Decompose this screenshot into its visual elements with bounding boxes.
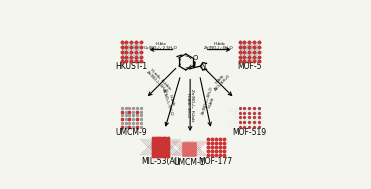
Text: HKUST-1: HKUST-1 (115, 62, 147, 71)
Text: N: N (201, 63, 206, 69)
Text: MOF-177: MOF-177 (198, 157, 233, 166)
Text: Zn(NO₃)₂, H₂bdc
H₄btb, 4H₂O: Zn(NO₃)₂, H₂bdc H₄btb, 4H₂O (186, 88, 194, 121)
Text: H₂bdc
Al(NO₃)₃·9H₂O: H₂bdc Al(NO₃)₃·9H₂O (161, 86, 178, 116)
Text: H₂btc
Cu(NO₃)₂·2.5H₂O: H₂btc Cu(NO₃)₂·2.5H₂O (144, 42, 178, 50)
Text: MOF-519: MOF-519 (232, 128, 266, 137)
Text: MIL-53(Al): MIL-53(Al) (141, 157, 180, 166)
Text: H₄btb
AlCl₃·6H₂O: H₄btb AlCl₃·6H₂O (211, 70, 232, 91)
Text: MOF-5: MOF-5 (237, 62, 261, 71)
Text: H₂ndc, H₃bbtc
Zn(NO₃)₂·4H₂O: H₂ndc, H₃bbtc Zn(NO₃)₂·4H₂O (145, 67, 172, 94)
Text: O: O (193, 55, 198, 61)
Text: UMCM-9: UMCM-9 (115, 128, 147, 137)
Text: UMCM-1: UMCM-1 (174, 158, 205, 167)
Text: Zn(NO₃)₂·4H₂O
H₄btb: Zn(NO₃)₂·4H₂O H₄btb (201, 86, 218, 117)
Text: H₂bdc
Zn(NO₃)₂·4H₂O: H₂bdc Zn(NO₃)₂·4H₂O (204, 42, 234, 50)
